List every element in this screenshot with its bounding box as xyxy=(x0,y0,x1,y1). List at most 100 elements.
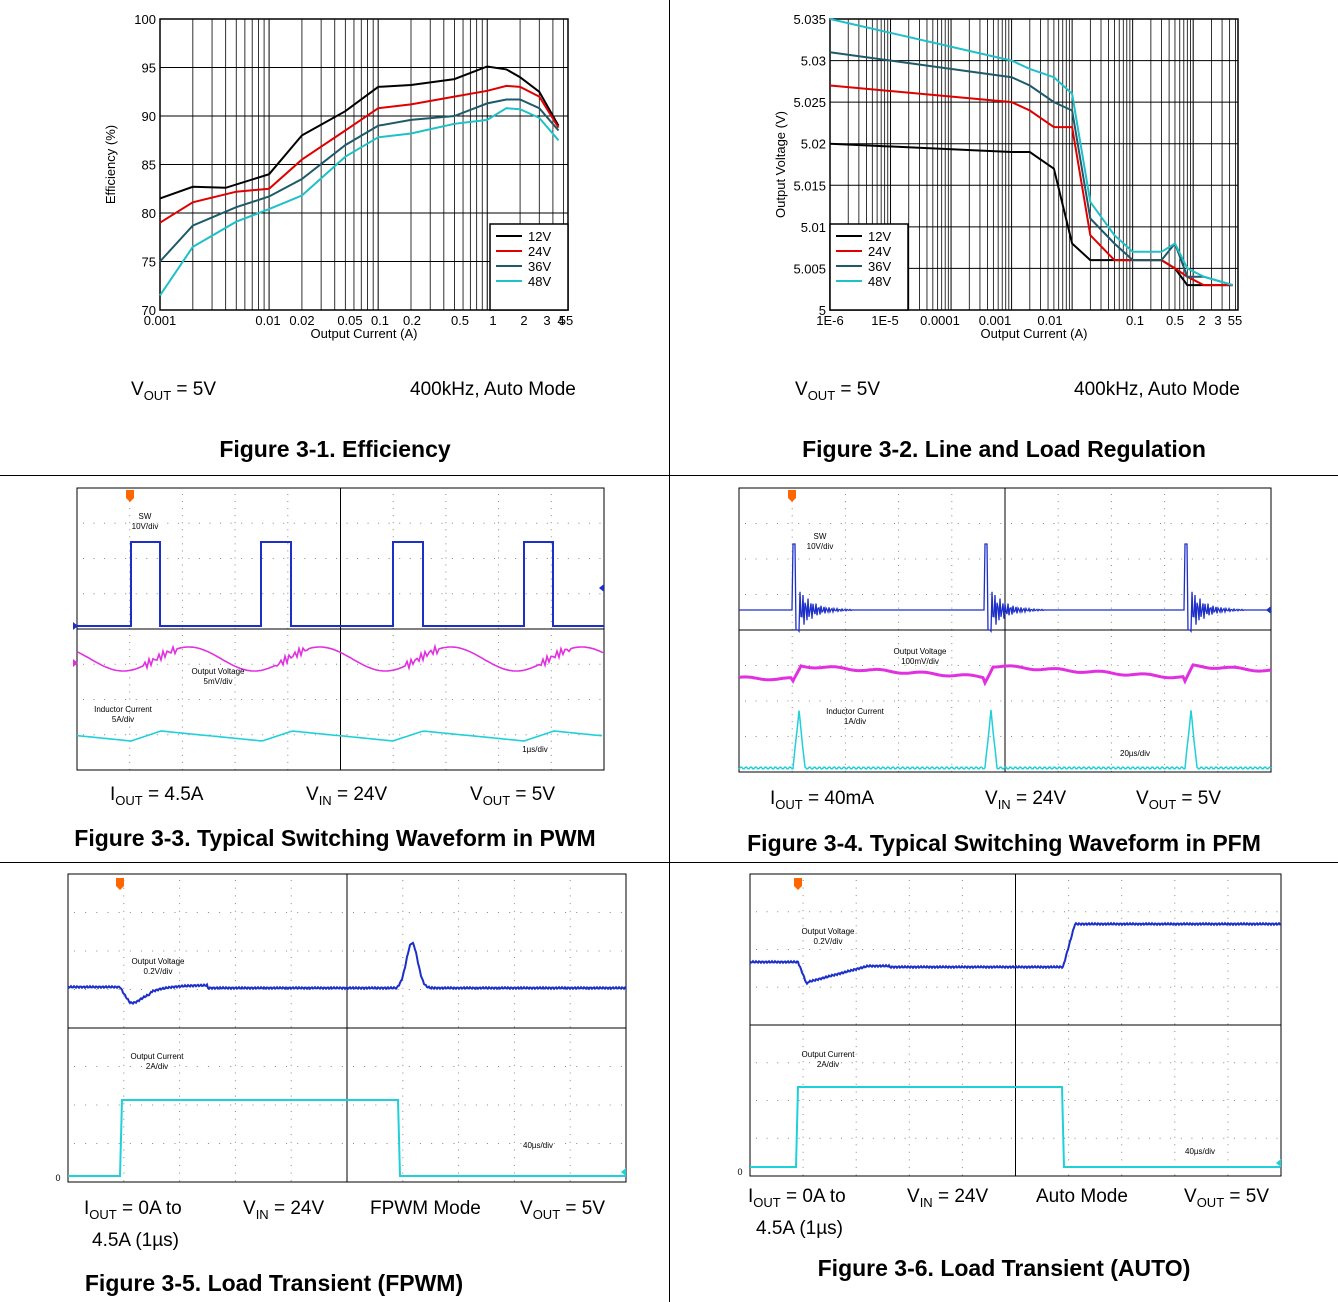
grid-dot xyxy=(777,911,779,913)
grid-dot xyxy=(1110,508,1112,510)
grid-dot xyxy=(947,1137,949,1139)
grid-dot xyxy=(392,635,394,636)
grid-dot xyxy=(1063,986,1065,988)
grid-dot xyxy=(1217,543,1219,545)
grid-dot xyxy=(513,1164,515,1166)
grid-dot xyxy=(1217,508,1219,510)
grid-dot xyxy=(908,970,910,972)
grid-dot xyxy=(451,522,453,524)
grid-dot xyxy=(290,1141,292,1143)
x-tick-label: 1E-6 xyxy=(816,313,843,328)
grid-dot xyxy=(123,903,125,905)
grid-dot xyxy=(251,522,253,524)
grid-dot xyxy=(1174,963,1176,965)
grid-dot xyxy=(241,1104,243,1106)
grid-dot xyxy=(498,585,500,587)
grid-dot xyxy=(1057,671,1059,673)
grid-dot xyxy=(483,699,485,700)
grid-dot xyxy=(1170,594,1172,595)
grid-dot xyxy=(179,964,181,966)
grid-dot xyxy=(1057,543,1059,545)
grid-dot xyxy=(802,1076,804,1078)
grid-dot xyxy=(290,1041,292,1043)
grid-dot xyxy=(542,950,544,952)
grid-dot xyxy=(1227,1091,1229,1093)
grid-dot xyxy=(908,1136,910,1138)
grid-dot xyxy=(609,950,611,952)
grid-dot xyxy=(399,663,401,665)
grid-dot xyxy=(392,642,394,644)
grid-dot xyxy=(1174,910,1176,912)
grid-dot xyxy=(513,1026,515,1028)
grid-dot xyxy=(458,1064,460,1066)
grid-dot xyxy=(525,734,527,736)
grid-dot xyxy=(855,917,857,919)
legend-label: 24V xyxy=(868,244,891,259)
grid-dot xyxy=(1068,1151,1070,1153)
grid-dot xyxy=(181,620,183,622)
grid-dot xyxy=(181,613,183,615)
scope-frame xyxy=(738,487,1272,773)
grid-dot xyxy=(1244,911,1246,913)
grid-dot xyxy=(118,1104,120,1106)
grid-dot xyxy=(513,1010,515,1012)
fig4-condition-vout: VOUT = 5V xyxy=(1136,788,1222,812)
grid-dot xyxy=(1010,1100,1012,1101)
grid-dot xyxy=(1180,1100,1182,1101)
grid-dot xyxy=(1095,949,1097,950)
grid-dot xyxy=(893,558,895,560)
grid-dot xyxy=(844,657,846,659)
grid-dot xyxy=(123,1064,125,1066)
grid-dot xyxy=(830,986,832,988)
grid-dot xyxy=(908,1023,910,1025)
grid-dot xyxy=(129,747,131,749)
grid-dot xyxy=(809,986,811,988)
grid-dot xyxy=(893,736,895,737)
grid-dot xyxy=(1245,558,1247,560)
grid-dot xyxy=(74,912,75,913)
grid-dot xyxy=(274,950,276,952)
grid-dot xyxy=(188,663,190,665)
grid-dot xyxy=(287,768,289,770)
grid-dot xyxy=(129,606,131,608)
grid-dot xyxy=(951,621,953,623)
grid-dot xyxy=(419,1104,421,1106)
grid-dot xyxy=(569,957,571,958)
grid-dot xyxy=(181,571,183,573)
grid-dot xyxy=(1170,1100,1172,1101)
grid-dot xyxy=(104,663,106,665)
grid-dot xyxy=(898,501,900,503)
grid-dot xyxy=(550,649,552,651)
grid-dot xyxy=(520,912,522,913)
grid-dot xyxy=(908,993,910,995)
grid-dot xyxy=(129,989,131,990)
grid-dot xyxy=(364,1104,366,1106)
grid-dot xyxy=(557,663,559,665)
grid-dot xyxy=(1010,949,1012,950)
output-current-channel-label: Output Current xyxy=(802,1050,856,1059)
grid-dot xyxy=(179,1010,181,1012)
grid-dot xyxy=(129,536,131,538)
grid-dot xyxy=(402,1034,404,1035)
grid-dot xyxy=(791,529,793,531)
grid-dot xyxy=(1096,523,1098,524)
grid-dot xyxy=(915,558,917,560)
grid-dot xyxy=(330,1104,332,1106)
grid-dot xyxy=(402,1172,404,1174)
fig3-condition-vin: VIN = 24V xyxy=(306,784,388,808)
grid-dot xyxy=(1174,993,1176,995)
grid-dot xyxy=(802,902,804,904)
grid-dot xyxy=(1057,494,1059,495)
grid-dot xyxy=(1064,523,1066,524)
ch1-marker-icon xyxy=(73,622,78,630)
grid-dot xyxy=(766,665,768,666)
grid-dot xyxy=(445,705,447,707)
grid-dot xyxy=(209,593,211,595)
grid-dot xyxy=(262,663,264,665)
grid-dot xyxy=(1042,594,1044,595)
grid-dot xyxy=(234,957,236,958)
grid-dot xyxy=(234,571,236,573)
grid-dot xyxy=(1110,621,1112,623)
grid-dot xyxy=(357,663,359,665)
